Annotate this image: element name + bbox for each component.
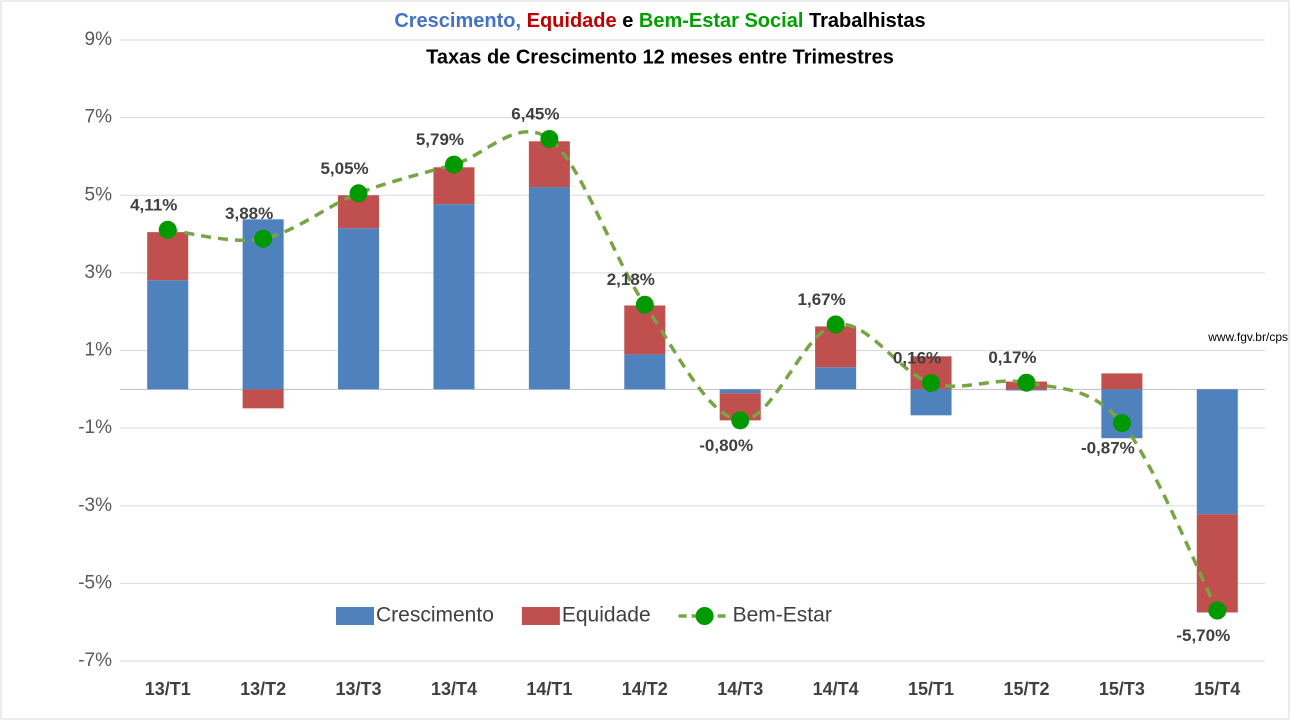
legend-label: Bem-Estar [733, 604, 832, 627]
value-label: 4,11% [130, 195, 177, 214]
marker [826, 315, 845, 334]
bar-segment [910, 389, 952, 416]
bar-segment [624, 354, 666, 390]
legend-label: Equidade [562, 604, 651, 627]
line [167, 130, 1219, 612]
marker [635, 295, 654, 314]
x-tick-label: 15/T2 [1003, 679, 1049, 699]
legend-swatch [521, 607, 560, 625]
y-tick-label: 5% [85, 184, 113, 205]
title-part: , [515, 10, 521, 32]
y-tick-label: 1% [85, 340, 113, 361]
marker [349, 184, 368, 203]
x-tick-label: 14/T3 [717, 679, 763, 699]
bar-segment [433, 204, 475, 390]
value-label: 0,17% [988, 348, 1036, 367]
y-tick-label: 3% [85, 262, 113, 283]
bar-segment [1196, 389, 1238, 515]
x-tick-label: 13/T4 [431, 679, 477, 699]
bar-segment [528, 187, 570, 390]
y-tick-label: -7% [78, 650, 112, 671]
marker [1017, 373, 1036, 392]
value-label: 3,88% [225, 204, 273, 223]
x-tick-label: 14/T4 [813, 679, 859, 699]
legend-label: Crescimento [376, 604, 494, 627]
marker [922, 374, 941, 393]
bar-segment [242, 389, 284, 409]
y-tick-label: -3% [78, 495, 112, 516]
marker [1112, 414, 1131, 433]
value-label: -5,70% [1176, 626, 1230, 645]
bar-segment [719, 389, 761, 394]
marker [1208, 601, 1227, 620]
title-text: , [515, 10, 521, 32]
bar-segment [147, 232, 189, 281]
y-tick-label: 9% [85, 29, 113, 50]
title-part: Crescimento [394, 10, 515, 32]
title-text: e [622, 10, 633, 32]
value-label: 0,16% [893, 349, 941, 368]
annotation: www.fgv.br/cps [1207, 330, 1288, 344]
x-tick-label: 13/T1 [145, 679, 191, 699]
value-label: -0,80% [699, 436, 753, 455]
x-tick-label: 15/T4 [1194, 679, 1240, 699]
title-text: Trabalhistas [809, 10, 926, 32]
value-label: 6,45% [511, 104, 559, 123]
title-text: Equidade [527, 10, 617, 32]
title-part: Equidade [521, 10, 617, 32]
value-label: 2,18% [607, 270, 655, 289]
chart-subtitle: Taxas de Crescimento 12 meses entre Trim… [426, 46, 894, 68]
y-tick-label: 7% [85, 107, 113, 128]
value-label: 5,05% [320, 159, 368, 178]
x-tick-label: 13/T3 [336, 679, 382, 699]
title-part: Trabalhistas [803, 10, 925, 32]
bar-segment [147, 280, 189, 390]
bar-segment [1101, 373, 1143, 390]
marker [254, 229, 273, 248]
x-tick-label: 15/T1 [908, 679, 954, 699]
chart-title: Crescimento, Equidade e Bem-Estar Social… [394, 10, 925, 32]
bar-segment [815, 367, 857, 390]
bar-segment [1196, 514, 1238, 613]
marker [444, 155, 463, 174]
title-text: Bem-Estar Social [639, 10, 804, 32]
legend-marker [695, 607, 714, 625]
x-tick-label: 15/T3 [1099, 679, 1145, 699]
value-label: -0,87% [1081, 439, 1135, 458]
x-tick-label: 13/T2 [240, 679, 286, 699]
legend-swatch [336, 607, 374, 625]
title-part: Bem-Estar Social [633, 10, 803, 32]
title-text: Crescimento [394, 10, 515, 32]
bar-segment [338, 228, 380, 390]
title-part: e [617, 10, 634, 32]
x-tick-label: 14/T2 [622, 679, 668, 699]
y-tick-label: -1% [78, 417, 112, 438]
bar-segment [528, 141, 570, 188]
marker [540, 129, 559, 148]
y-tick-label: -5% [78, 572, 112, 593]
marker [731, 411, 750, 430]
value-label: 1,67% [798, 290, 846, 309]
x-tick-label: 14/T1 [526, 679, 572, 699]
marker [158, 220, 177, 239]
value-label: 5,79% [416, 130, 464, 149]
